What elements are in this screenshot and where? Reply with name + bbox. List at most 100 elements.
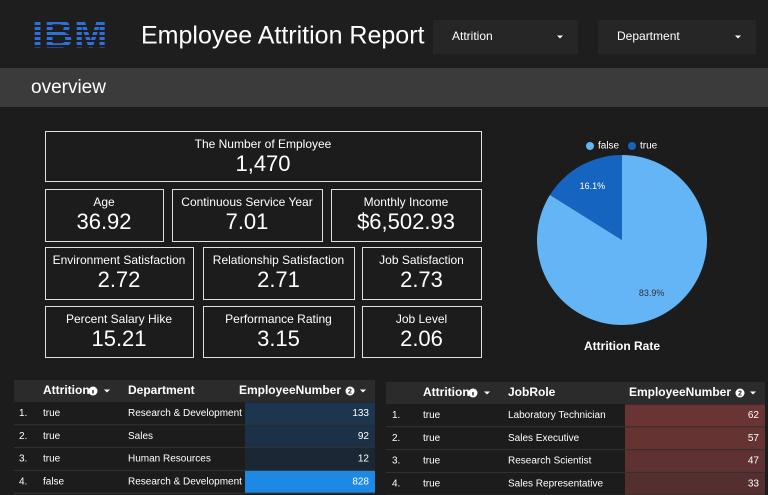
caret-icon <box>735 35 741 39</box>
filter-label: Attrition <box>452 29 493 43</box>
cell-text: Laboratory Technician <box>508 410 606 421</box>
cell-number: 828 <box>352 476 369 487</box>
kpi-value: 36.92 <box>76 209 131 234</box>
kpi-value: 2.73 <box>400 267 443 292</box>
table-header <box>386 382 765 404</box>
kpi-value: 2.06 <box>400 326 443 351</box>
section-bar <box>0 68 768 107</box>
kpi-card <box>45 247 194 300</box>
row-index: 4. <box>392 478 400 489</box>
report-title: Employee Attrition Report <box>141 22 425 50</box>
cell-text: Research & Development <box>128 476 242 487</box>
row-index: 1. <box>392 410 400 421</box>
caret-icon <box>557 35 563 39</box>
filter-label: Department <box>617 29 680 43</box>
cell-number: 92 <box>358 431 370 442</box>
column-header[interactable]: JobRole <box>508 385 556 399</box>
cell-text: true <box>423 410 441 421</box>
cell-number: 57 <box>748 433 760 444</box>
heat-cell <box>245 402 375 425</box>
kpi-label: Age <box>93 195 115 209</box>
row-index: 2. <box>19 431 27 442</box>
info-icon-bar <box>92 390 94 394</box>
sort-badge: 2 <box>348 388 352 395</box>
sort-badge: 2 <box>738 390 742 397</box>
pie-slice <box>549 155 622 240</box>
filter-dropdown[interactable] <box>598 20 756 54</box>
kpi-label: The Number of Employee <box>195 137 332 151</box>
kpi-card <box>172 189 323 242</box>
kpi-value: $6,502.93 <box>357 209 455 234</box>
caret-icon <box>360 389 366 393</box>
cell-text: Human Resources <box>128 454 211 465</box>
kpi-value: 15.21 <box>91 326 146 351</box>
heat-cell <box>625 450 765 472</box>
column-header[interactable]: EmployeeNumber <box>629 385 731 399</box>
cell-text: Research & Development <box>128 408 242 419</box>
heat-cell <box>625 472 765 495</box>
kpi-card <box>362 306 482 358</box>
heat-cell <box>625 427 765 450</box>
column-header[interactable]: Attrition <box>423 385 470 399</box>
cell-number: 47 <box>748 456 760 467</box>
legend-label: true <box>640 141 658 152</box>
kpi-label: Performance Rating <box>225 312 332 326</box>
column-header[interactable]: Attrition <box>43 383 90 397</box>
logo: IBM <box>32 13 108 57</box>
heat-cell <box>245 425 375 448</box>
row-index: 3. <box>392 456 400 467</box>
kpi-card <box>203 247 355 300</box>
chart-title: Attrition Rate <box>584 339 660 353</box>
column-header[interactable]: EmployeeNumber <box>239 383 341 397</box>
info-icon-bar <box>472 392 474 396</box>
legend-swatch <box>586 142 594 150</box>
cell-number: 12 <box>358 454 370 465</box>
kpi-value: 2.71 <box>257 267 300 292</box>
kpi-label: Job Level <box>396 312 447 326</box>
cell-text: Sales Executive <box>508 433 580 444</box>
cell-text: true <box>43 454 61 465</box>
cell-number: 133 <box>352 408 369 419</box>
kpi-card <box>45 189 164 242</box>
cell-number: 33 <box>748 478 760 489</box>
cell-text: true <box>43 431 61 442</box>
logo-stripes <box>26 20 116 47</box>
kpi-label: Job Satisfaction <box>379 253 464 267</box>
cell-number: 62 <box>748 410 760 421</box>
kpi-label: Relationship Satisfaction <box>213 253 344 267</box>
kpi-card <box>203 306 355 358</box>
table-header <box>14 380 375 402</box>
sort-badge-bg <box>735 388 745 398</box>
kpi-card <box>45 131 482 182</box>
heat-cell <box>245 448 375 470</box>
kpi-label: Environment Satisfaction <box>53 253 186 267</box>
caret-icon <box>750 391 756 395</box>
cell-text: true <box>423 433 441 444</box>
cell-text: Sales Representative <box>508 478 603 489</box>
kpi-card <box>362 247 482 300</box>
column-header[interactable]: Department <box>128 383 195 397</box>
cell-text: Research Scientist <box>508 456 592 467</box>
kpi-value: 1,470 <box>235 151 290 176</box>
cell-text: true <box>43 408 61 419</box>
kpi-value: 3.15 <box>257 326 300 351</box>
row-index: 2. <box>392 433 400 444</box>
caret-icon <box>104 389 110 393</box>
legend-label: false <box>598 141 620 152</box>
legend-swatch <box>628 142 636 150</box>
row-index: 4. <box>19 476 27 487</box>
kpi-card <box>331 189 482 242</box>
heat-cell <box>625 404 765 427</box>
kpi-label: Monthly Income <box>364 195 449 209</box>
sort-badge-bg <box>345 386 355 396</box>
heat-cell <box>245 470 375 493</box>
pie-value-label: 16.1% <box>580 181 606 191</box>
caret-icon <box>484 391 490 395</box>
cell-text: true <box>423 478 441 489</box>
filter-dropdown[interactable] <box>433 20 578 54</box>
kpi-label: Percent Salary Hike <box>66 312 172 326</box>
kpi-label: Continuous Service Year <box>181 195 312 209</box>
row-index: 1. <box>19 408 27 419</box>
